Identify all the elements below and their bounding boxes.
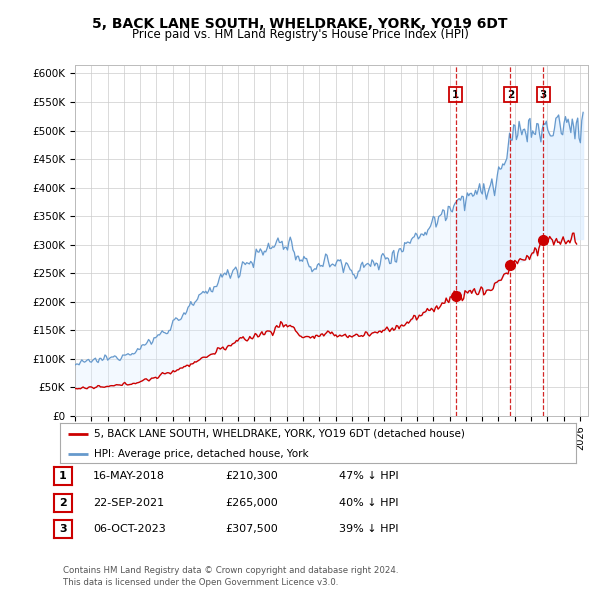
Text: 16-MAY-2018: 16-MAY-2018 (93, 471, 165, 481)
Text: 3: 3 (59, 525, 67, 534)
Text: 47% ↓ HPI: 47% ↓ HPI (339, 471, 398, 481)
Text: 2: 2 (59, 498, 67, 507)
Text: 5, BACK LANE SOUTH, WHELDRAKE, YORK, YO19 6DT (detached house): 5, BACK LANE SOUTH, WHELDRAKE, YORK, YO1… (94, 429, 464, 439)
Text: 40% ↓ HPI: 40% ↓ HPI (339, 498, 398, 507)
Text: 22-SEP-2021: 22-SEP-2021 (93, 498, 164, 507)
Text: 1: 1 (59, 471, 67, 481)
Text: £265,000: £265,000 (225, 498, 278, 507)
Text: 1: 1 (452, 90, 459, 100)
Text: 3: 3 (540, 90, 547, 100)
Text: £210,300: £210,300 (225, 471, 278, 481)
Text: Contains HM Land Registry data © Crown copyright and database right 2024.
This d: Contains HM Land Registry data © Crown c… (63, 566, 398, 587)
Text: 06-OCT-2023: 06-OCT-2023 (93, 525, 166, 534)
Text: £307,500: £307,500 (225, 525, 278, 534)
Text: 2: 2 (506, 90, 514, 100)
Text: 39% ↓ HPI: 39% ↓ HPI (339, 525, 398, 534)
Text: HPI: Average price, detached house, York: HPI: Average price, detached house, York (94, 450, 308, 460)
Text: Price paid vs. HM Land Registry's House Price Index (HPI): Price paid vs. HM Land Registry's House … (131, 28, 469, 41)
Text: 5, BACK LANE SOUTH, WHELDRAKE, YORK, YO19 6DT: 5, BACK LANE SOUTH, WHELDRAKE, YORK, YO1… (92, 17, 508, 31)
